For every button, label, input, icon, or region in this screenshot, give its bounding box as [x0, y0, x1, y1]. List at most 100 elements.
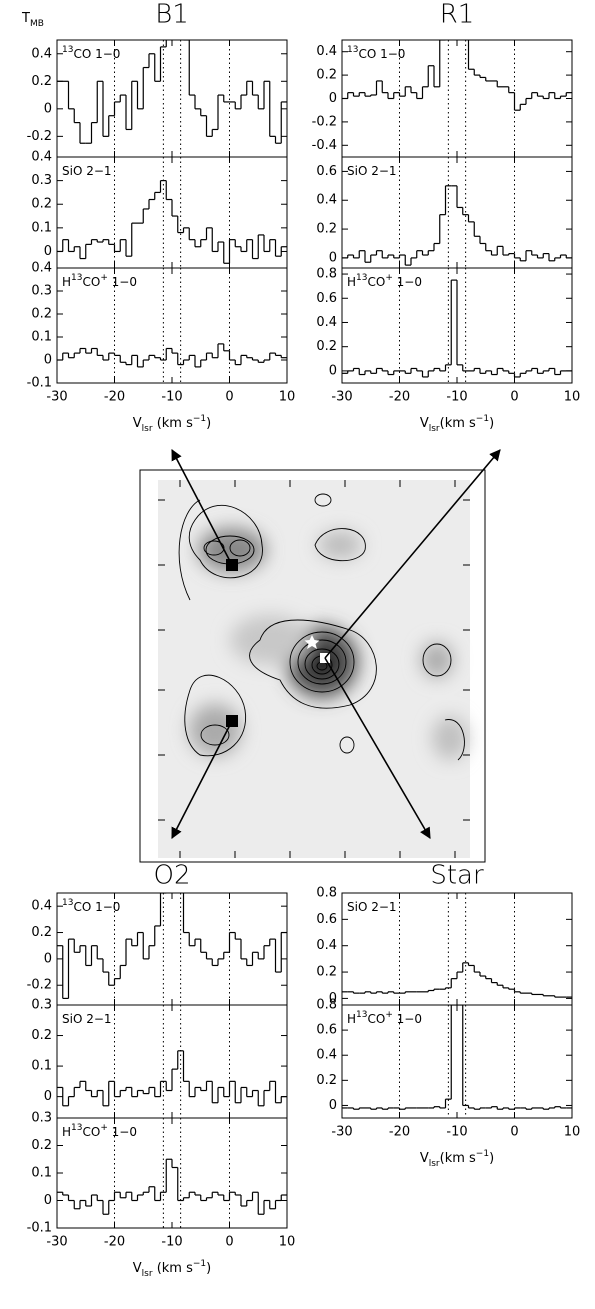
y-tick-label: 0.3 [31, 173, 52, 188]
y-tick-label: 0.4 [31, 899, 52, 914]
label-part: SiO 2−1 [347, 164, 397, 178]
panel-label: 13CO 1−0 [62, 898, 120, 914]
panel-label: H13CO+ 1−0 [347, 273, 422, 289]
label-part: + [100, 273, 108, 283]
x-tick-label: -30 [46, 1235, 67, 1250]
y-tick-label: 0.8 [316, 998, 337, 1013]
x-tick-label: 10 [279, 390, 296, 405]
label-part: −1 [193, 414, 206, 424]
spectrum [57, 344, 287, 367]
panel: -0.100.10.20.30.4H13CO+ 1−0 [27, 261, 287, 391]
y-tick-label: 0 [329, 250, 337, 265]
label-part: SiO 2−1 [62, 1012, 112, 1026]
spectrum [342, 280, 572, 377]
panel-label: SiO 2−1 [62, 164, 112, 178]
panel-label: H13CO+ 1−0 [347, 1010, 422, 1026]
label-part: CO [82, 275, 100, 289]
y-tick-label: 0.8 [316, 267, 337, 282]
label-part: 13 [71, 273, 82, 283]
label-part: H [62, 1125, 71, 1139]
x-tick-label: 0 [225, 1235, 233, 1250]
label-part: V [133, 416, 142, 431]
panel-label: SiO 2−1 [62, 1012, 112, 1026]
y-tick-label: 0.2 [31, 307, 52, 322]
y-tick-label: 0.2 [31, 925, 52, 940]
y-tick-label: 0.6 [316, 291, 337, 306]
label-part: 13 [347, 45, 358, 55]
label-part: CO [82, 1125, 100, 1139]
x-tick-label: -10 [446, 390, 467, 405]
label-part: (km s [440, 416, 476, 431]
y-tick-label: 0.4 [316, 1048, 337, 1063]
x-tick-label: 10 [279, 1235, 296, 1250]
y-tick-label: 0.1 [31, 330, 52, 345]
x-tick-label: -30 [46, 390, 67, 405]
x-tick-label: -20 [104, 1235, 125, 1250]
x-tick-label: 10 [564, 1125, 581, 1140]
y-tick-label: 0.4 [316, 44, 337, 59]
x-tick-label: -20 [104, 390, 125, 405]
label-part: 13 [62, 45, 73, 55]
y-tick-label: 0.3 [31, 284, 52, 299]
label-part: lsr [142, 1269, 153, 1279]
label-part: (km s [440, 1151, 476, 1166]
label-part: 1−0 [393, 275, 422, 289]
x-tick-label: -20 [389, 1125, 410, 1140]
label-part: 1−0 [108, 275, 137, 289]
label-part: ) [206, 416, 211, 431]
y-tick-label: 0.8 [316, 886, 337, 901]
label-part: + [385, 273, 393, 283]
label-part: V [420, 1151, 429, 1166]
x-tick-label: -20 [389, 390, 410, 405]
chart-title: R1 [440, 0, 475, 30]
label-part: CO [367, 1012, 385, 1026]
y-tick-label: 0.4 [316, 315, 337, 330]
y-tick-label: 0.4 [316, 193, 337, 208]
x-axis-label: Vlsr(km s−1) [420, 414, 494, 434]
y-tick-label: 0.6 [316, 1023, 337, 1038]
x-tick-label: 0 [225, 390, 233, 405]
spectrum [57, 181, 287, 264]
y-tick-label: 0.2 [316, 222, 337, 237]
label-part: ) [489, 1151, 494, 1166]
label-part: 1−0 [393, 1012, 422, 1026]
y-tick-label: -0.1 [27, 376, 52, 391]
label-part: ) [206, 1261, 211, 1276]
label-part: lsr [429, 424, 440, 434]
y-tick-label: 0.2 [316, 339, 337, 354]
y-tick-label: 0 [44, 1193, 52, 1208]
label-part: T [21, 11, 30, 26]
panel-label: H13CO+ 1−0 [62, 1123, 137, 1139]
label-part: 13 [71, 1123, 82, 1133]
y-tick-label: 0.6 [316, 912, 337, 927]
label-part: −1 [193, 1259, 206, 1269]
label-part: (km s [153, 416, 194, 431]
x-tick-label: -10 [446, 1125, 467, 1140]
y-axis-label: TMB [21, 11, 44, 29]
y-tick-label: 0.2 [316, 1073, 337, 1088]
label-part: V [420, 416, 429, 431]
label-part: lsr [142, 424, 153, 434]
y-tick-label: 0.2 [31, 1138, 52, 1153]
panel-label: H13CO+ 1−0 [62, 273, 137, 289]
y-tick-label: -0.2 [27, 978, 52, 993]
label-part: + [385, 1010, 393, 1020]
panel: 00.10.20.30.4SiO 2−1 [31, 150, 287, 269]
label-part: + [100, 1123, 108, 1133]
chart-title: Star [430, 861, 484, 891]
label-part: 13 [356, 273, 367, 283]
chart-title: O2 [153, 861, 190, 891]
y-tick-label: 0.4 [316, 938, 337, 953]
x-tick-label: -10 [161, 1235, 182, 1250]
x-tick-label: 10 [564, 390, 581, 405]
label-part: H [347, 275, 356, 289]
panel: 00.10.20.3SiO 2−1 [31, 998, 287, 1119]
label-part: CO 1−0 [73, 47, 120, 61]
x-axis-label: Vlsr(km s−1) [420, 1149, 494, 1169]
chart-title: B1 [155, 0, 189, 30]
y-tick-label: 0 [44, 101, 52, 116]
